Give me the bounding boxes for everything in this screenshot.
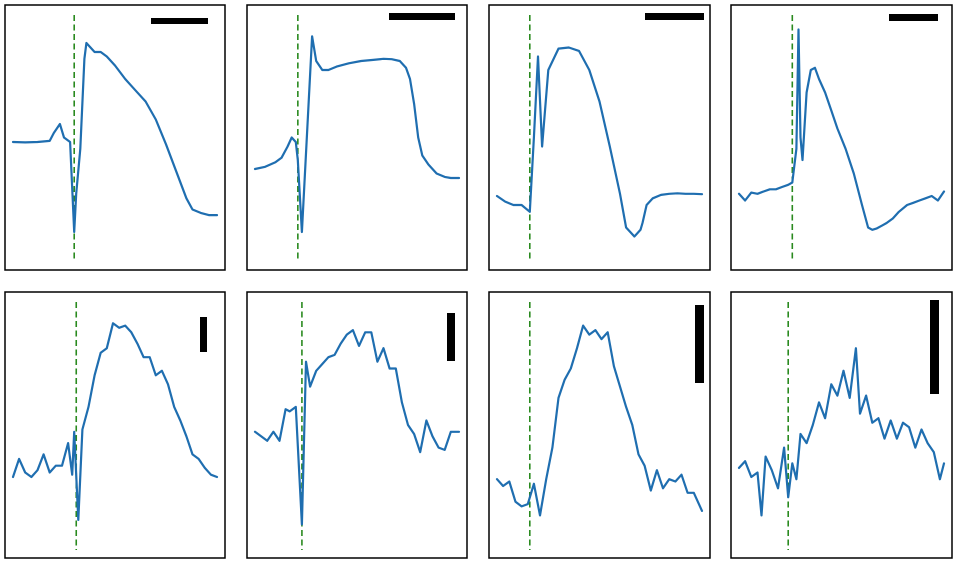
panel-frame <box>246 4 468 271</box>
vertical-scale-bar <box>930 300 939 394</box>
panel-frame <box>246 291 468 559</box>
response-trace <box>737 28 946 231</box>
panel-row1-col1 <box>4 4 226 271</box>
panel-row1-col4 <box>730 4 953 271</box>
panel-row2-col1 <box>4 291 226 559</box>
vertical-scale-bar <box>200 317 207 352</box>
panel-frame <box>488 291 711 559</box>
horizontal-scale-bar <box>389 13 455 20</box>
response-trace <box>253 35 461 234</box>
panel-row2-col2 <box>246 291 468 559</box>
response-trace <box>737 347 946 517</box>
panel-row1-col3 <box>488 4 711 271</box>
horizontal-scale-bar <box>889 14 938 21</box>
panel-row2-col3 <box>488 291 711 559</box>
panel-row1-col2 <box>246 4 468 271</box>
response-trace <box>11 322 219 522</box>
response-trace <box>495 46 704 238</box>
panel-frame <box>4 4 226 271</box>
panel-frame <box>488 4 711 271</box>
response-trace <box>253 329 461 526</box>
panel-frame <box>4 291 226 559</box>
vertical-scale-bar <box>447 313 455 361</box>
horizontal-scale-bar <box>645 13 704 20</box>
vertical-scale-bar <box>695 305 704 383</box>
panel-row2-col4 <box>730 291 953 559</box>
panel-frame <box>730 291 953 559</box>
response-trace <box>11 41 219 234</box>
response-trace <box>495 324 704 517</box>
horizontal-scale-bar <box>151 18 208 24</box>
